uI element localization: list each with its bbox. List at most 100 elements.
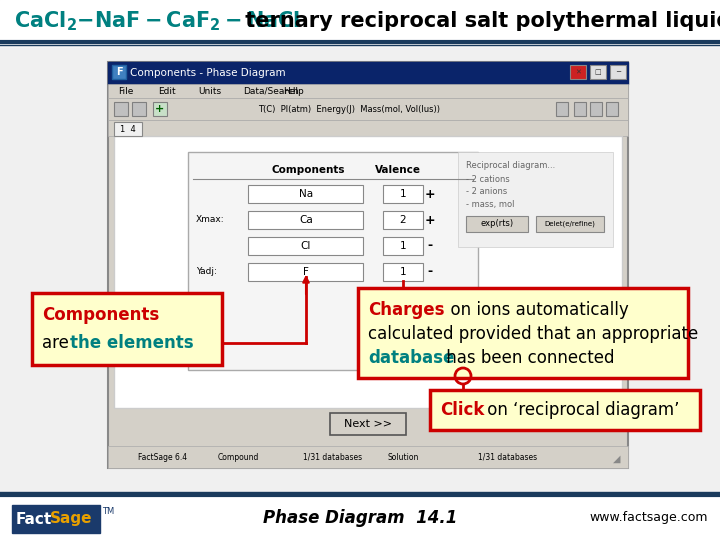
Text: Cl: Cl — [301, 241, 311, 251]
Text: 1: 1 — [400, 241, 406, 251]
Text: +: + — [156, 104, 165, 114]
Text: database: database — [368, 349, 454, 367]
Text: ☑ reciprocal diagram: ☑ reciprocal diagram — [458, 370, 554, 379]
Text: F: F — [116, 67, 122, 77]
Bar — [248, 263, 363, 281]
Text: - 2 cations: - 2 cations — [466, 176, 510, 185]
Bar — [590, 102, 602, 116]
Text: Na: Na — [299, 189, 313, 199]
Text: □ Eh - cH diagram: □ Eh - cH diagram — [458, 352, 542, 361]
Text: has been connected: has been connected — [441, 349, 614, 367]
Bar — [383, 237, 423, 255]
Bar — [330, 413, 406, 435]
Text: -: - — [428, 240, 433, 253]
Text: FactSage 6.4: FactSage 6.4 — [138, 453, 187, 462]
Text: on ‘reciprocal diagram’: on ‘reciprocal diagram’ — [482, 401, 680, 419]
Bar — [383, 263, 423, 281]
Text: File: File — [118, 86, 133, 96]
Bar — [132, 102, 146, 116]
Text: www.factsage.com: www.factsage.com — [590, 511, 708, 524]
Text: Help: Help — [283, 86, 304, 96]
Bar — [0, 495, 720, 540]
Text: 1: 1 — [400, 267, 406, 277]
Bar — [112, 65, 126, 79]
Text: Components: Components — [42, 306, 159, 324]
Text: Components: Components — [271, 165, 345, 175]
Text: ternary reciprocal salt polythermal liquidus projection: ternary reciprocal salt polythermal liqu… — [238, 11, 720, 31]
Bar — [0, 48, 720, 492]
Text: Reciprocal diagram...: Reciprocal diagram... — [466, 161, 555, 171]
Text: Charges: Charges — [368, 301, 444, 319]
Text: -: - — [428, 266, 433, 279]
Text: ◢: ◢ — [613, 454, 620, 464]
Text: Yadj:: Yadj: — [196, 267, 217, 276]
Text: Units: Units — [198, 86, 221, 96]
Bar — [606, 102, 618, 116]
Bar — [610, 65, 626, 79]
Bar — [108, 62, 628, 84]
Text: Click: Click — [440, 401, 485, 419]
Text: □: □ — [595, 69, 601, 75]
Bar — [248, 211, 363, 229]
Text: Compound: Compound — [218, 453, 259, 462]
Text: Valence: Valence — [375, 165, 421, 175]
Bar — [556, 102, 568, 116]
Bar — [108, 446, 628, 468]
Bar — [108, 120, 628, 136]
Bar — [114, 136, 622, 408]
Bar — [153, 102, 167, 116]
Text: 1/31 databases: 1/31 databases — [478, 453, 537, 462]
Text: Ca: Ca — [299, 215, 313, 225]
Bar — [383, 185, 423, 203]
Text: +: + — [425, 213, 436, 226]
Text: Sage: Sage — [50, 511, 92, 526]
Bar — [114, 102, 128, 116]
Text: Components - Phase Diagram: Components - Phase Diagram — [130, 68, 286, 78]
Bar — [536, 216, 604, 232]
Text: Xmax:: Xmax: — [196, 215, 225, 225]
Bar — [114, 122, 142, 136]
Text: ─: ─ — [616, 69, 620, 75]
Bar — [188, 152, 478, 370]
Text: - mass, mol: - mass, mol — [466, 199, 515, 208]
Bar — [248, 237, 363, 255]
Bar — [570, 65, 586, 79]
Text: Delet(e/refine): Delet(e/refine) — [544, 221, 595, 227]
Text: F: F — [303, 267, 309, 277]
Text: Edit: Edit — [158, 86, 176, 96]
Text: Fact: Fact — [16, 511, 53, 526]
Text: the elements: the elements — [70, 334, 194, 352]
Text: on ions automatically: on ions automatically — [440, 301, 629, 319]
Bar — [383, 211, 423, 229]
Text: Data/Search: Data/Search — [243, 86, 299, 96]
Bar — [574, 102, 586, 116]
Bar — [458, 152, 613, 247]
Text: TM: TM — [102, 507, 114, 516]
Text: T(C)  Pl(atm)  Energy(J)  Mass(mol, Vol(lus)): T(C) Pl(atm) Energy(J) Mass(mol, Vol(lus… — [258, 105, 440, 113]
Text: 1  4: 1 4 — [120, 125, 136, 133]
Text: Phase Diagram  14.1: Phase Diagram 14.1 — [263, 509, 457, 527]
Bar — [358, 288, 688, 378]
Bar — [466, 216, 528, 232]
Text: 1/31 databases: 1/31 databases — [303, 453, 362, 462]
Bar — [32, 293, 222, 365]
Text: Next >>: Next >> — [344, 419, 392, 429]
Text: 1: 1 — [400, 189, 406, 199]
Bar — [0, 0, 720, 42]
Text: calculated provided that an appropriate: calculated provided that an appropriate — [368, 325, 698, 343]
Bar — [248, 185, 363, 203]
Bar — [590, 65, 606, 79]
Text: 2: 2 — [400, 215, 406, 225]
Text: $\mathbf{CaCl_2}$$\mathbf{-NaF-CaF_2-NaCl}$: $\mathbf{CaCl_2}$$\mathbf{-NaF-CaF_2-NaC… — [14, 9, 300, 33]
Text: exp(rts): exp(rts) — [480, 219, 513, 228]
Bar — [108, 98, 628, 120]
Text: are: are — [42, 334, 74, 352]
Text: - 2 anions: - 2 anions — [466, 187, 508, 197]
Bar — [108, 84, 628, 98]
Text: Solution: Solution — [388, 453, 419, 462]
Bar — [12, 505, 100, 533]
Bar — [108, 62, 628, 468]
Bar — [430, 390, 700, 430]
Text: ✕: ✕ — [575, 69, 581, 75]
Text: +: + — [425, 187, 436, 200]
